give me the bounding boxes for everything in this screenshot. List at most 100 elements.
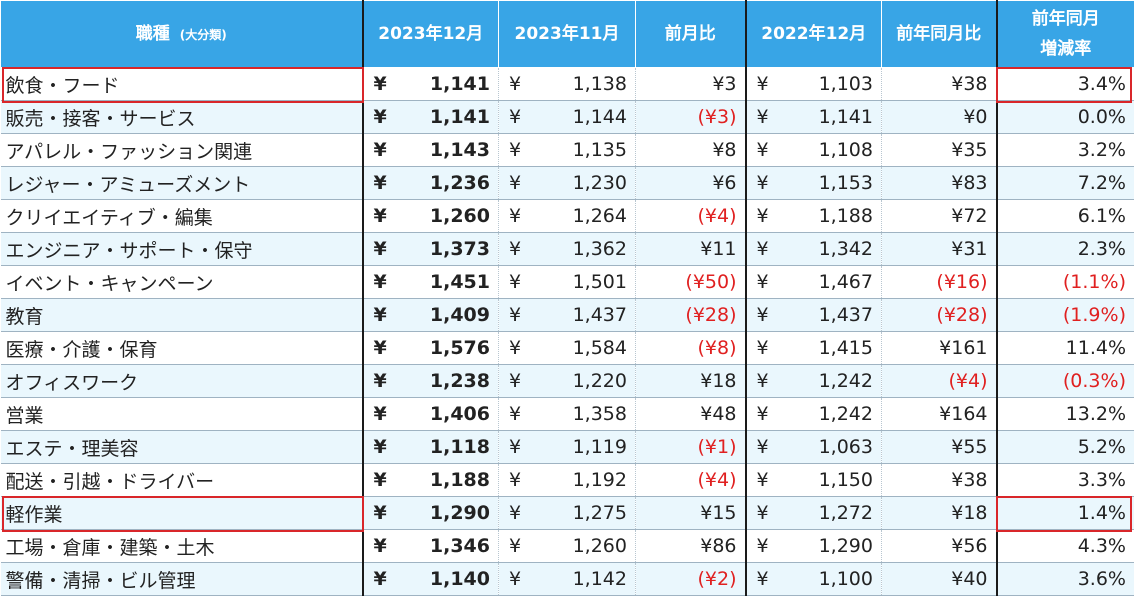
cell-category-value: イベント・キャンペーン — [5, 272, 214, 295]
cell-category-value: 軽作業 — [5, 503, 63, 526]
cell-dec2022: ¥1,150 — [745, 463, 882, 497]
cell-mom-value: ¥15 — [700, 502, 737, 524]
yen-symbol: ¥ — [756, 304, 769, 326]
cell-dec2022: ¥1,272 — [745, 496, 882, 530]
cell-dec2023: ¥1,141 — [362, 100, 499, 134]
cell-dec2023-value: 1,188 — [429, 469, 490, 491]
cell-nov2023-value: 1,275 — [572, 502, 627, 524]
cell-category: レジャー・アミューズメント — [0, 166, 364, 200]
yen-symbol: ¥ — [509, 238, 522, 260]
header-yoy-rate: 前年同月 増減率 — [996, 0, 1134, 68]
cell-yoy-value: (¥16) — [936, 271, 988, 293]
cell-dec2023-value: 1,373 — [429, 238, 490, 260]
cell-dec2023: ¥1,409 — [362, 298, 499, 332]
yen-symbol: ¥ — [373, 403, 387, 425]
cell-yoy-rate: 11.4% — [996, 331, 1134, 365]
cell-category: オフィスワーク — [0, 364, 364, 398]
cell-mom: (¥2) — [635, 562, 747, 596]
yen-symbol: ¥ — [373, 205, 387, 227]
cell-nov2023: ¥1,192 — [498, 463, 636, 497]
cell-yoy-rate: 3.3% — [996, 463, 1134, 497]
cell-yoy-rate-value: 11.4% — [1065, 337, 1126, 359]
cell-nov2023: ¥1,144 — [498, 100, 636, 134]
cell-category-value: 飲食・フード — [5, 74, 120, 97]
yen-symbol: ¥ — [373, 469, 387, 491]
cell-dec2022-value: 1,342 — [818, 238, 873, 260]
cell-yoy: (¥4) — [881, 364, 998, 398]
yen-symbol: ¥ — [756, 172, 769, 194]
cell-yoy-value: ¥56 — [951, 535, 988, 557]
cell-dec2023-value: 1,141 — [429, 73, 490, 95]
cell-dec2023-value: 1,141 — [429, 106, 490, 128]
cell-nov2023: ¥1,220 — [498, 364, 636, 398]
cell-yoy: ¥72 — [881, 199, 998, 233]
cell-dec2023-value: 1,118 — [429, 436, 490, 458]
cell-nov2023: ¥1,362 — [498, 232, 636, 266]
cell-yoy-value: (¥28) — [936, 304, 988, 326]
cell-dec2022: ¥1,242 — [745, 364, 882, 398]
cell-mom: (¥3) — [635, 100, 747, 134]
cell-yoy-rate: 1.4% — [996, 496, 1134, 530]
cell-category: クリイエイティブ・編集 — [0, 199, 364, 233]
yen-symbol: ¥ — [373, 238, 387, 260]
table-row: 教育 ¥1,409 ¥1,437 (¥28) ¥1,437 (¥28) (1.9%) — [0, 298, 1134, 332]
cell-nov2023-value: 1,264 — [572, 205, 627, 227]
yen-symbol: ¥ — [509, 337, 522, 359]
cell-dec2022: ¥1,467 — [745, 265, 882, 299]
cell-yoy-rate: 3.4% — [996, 67, 1134, 101]
cell-nov2023-value: 1,230 — [572, 172, 627, 194]
cell-dec2023: ¥1,373 — [362, 232, 499, 266]
cell-category: アパレル・ファッション関連 — [0, 133, 364, 167]
cell-dec2022: ¥1,063 — [745, 430, 882, 464]
cell-nov2023-value: 1,501 — [572, 271, 627, 293]
cell-mom-value: ¥3 — [712, 73, 737, 95]
cell-mom-value: ¥86 — [700, 535, 737, 557]
yen-symbol: ¥ — [509, 535, 522, 557]
yen-symbol: ¥ — [509, 370, 522, 392]
cell-yoy-value: ¥40 — [951, 568, 988, 590]
cell-yoy-value: ¥35 — [951, 139, 988, 161]
cell-mom: ¥8 — [635, 133, 747, 167]
cell-mom-value: ¥8 — [712, 139, 737, 161]
cell-category: 警備・清掃・ビル管理 — [0, 562, 364, 596]
cell-dec2023: ¥1,188 — [362, 463, 499, 497]
cell-dec2022-value: 1,188 — [818, 205, 873, 227]
header-yoy: 前年同月比 — [881, 0, 998, 68]
cell-yoy-rate-value: 3.2% — [1077, 139, 1126, 161]
cell-dec2023: ¥1,260 — [362, 199, 499, 233]
cell-category: 軽作業 — [0, 496, 364, 530]
cell-dec2022-value: 1,150 — [818, 469, 873, 491]
cell-category: 営業 — [0, 397, 364, 431]
cell-category-value: 医療・介護・保育 — [5, 338, 158, 361]
cell-dec2022: ¥1,153 — [745, 166, 882, 200]
yen-symbol: ¥ — [373, 337, 387, 359]
yen-symbol: ¥ — [373, 436, 387, 458]
yen-symbol: ¥ — [373, 568, 387, 590]
yen-symbol: ¥ — [509, 469, 522, 491]
table-row: 軽作業 ¥1,290 ¥1,275 ¥15 ¥1,272 ¥18 1.4% — [0, 496, 1134, 530]
table-row: レジャー・アミューズメント ¥1,236 ¥1,230 ¥6 ¥1,153 ¥83 7.2% — [0, 166, 1134, 200]
cell-category-value: 教育 — [5, 305, 44, 328]
cell-dec2022-value: 1,437 — [818, 304, 873, 326]
yen-symbol: ¥ — [756, 502, 769, 524]
cell-yoy-rate-value: 6.1% — [1077, 205, 1126, 227]
yen-symbol: ¥ — [756, 403, 769, 425]
table-row: 警備・清掃・ビル管理 ¥1,140 ¥1,142 (¥2) ¥1,100 ¥40 3.6% — [0, 562, 1134, 596]
table-row: イベント・キャンペーン ¥1,451 ¥1,501 (¥50) ¥1,467 (¥16)(… — [0, 265, 1134, 299]
cell-yoy: ¥31 — [881, 232, 998, 266]
cell-nov2023: ¥1,119 — [498, 430, 636, 464]
cell-mom: ¥3 — [635, 67, 747, 101]
cell-nov2023-value: 1,138 — [572, 73, 627, 95]
cell-category-value: 配送・引越・ドライバー — [5, 470, 215, 493]
yen-symbol: ¥ — [756, 139, 769, 161]
header-row: 職種 (大分類) 2023年12月 2023年11月 前月比 2022年12月 前… — [0, 0, 1134, 68]
yen-symbol: ¥ — [509, 271, 522, 293]
cell-yoy-rate-value: 7.2% — [1077, 172, 1126, 194]
cell-dec2022-value: 1,290 — [818, 535, 873, 557]
cell-mom: ¥11 — [635, 232, 747, 266]
cell-dec2022: ¥1,415 — [745, 331, 882, 365]
yen-symbol: ¥ — [509, 568, 522, 590]
cell-dec2022: ¥1,290 — [745, 529, 882, 563]
cell-dec2022: ¥1,188 — [745, 199, 882, 233]
cell-category-value: アパレル・ファッション関連 — [5, 140, 253, 163]
